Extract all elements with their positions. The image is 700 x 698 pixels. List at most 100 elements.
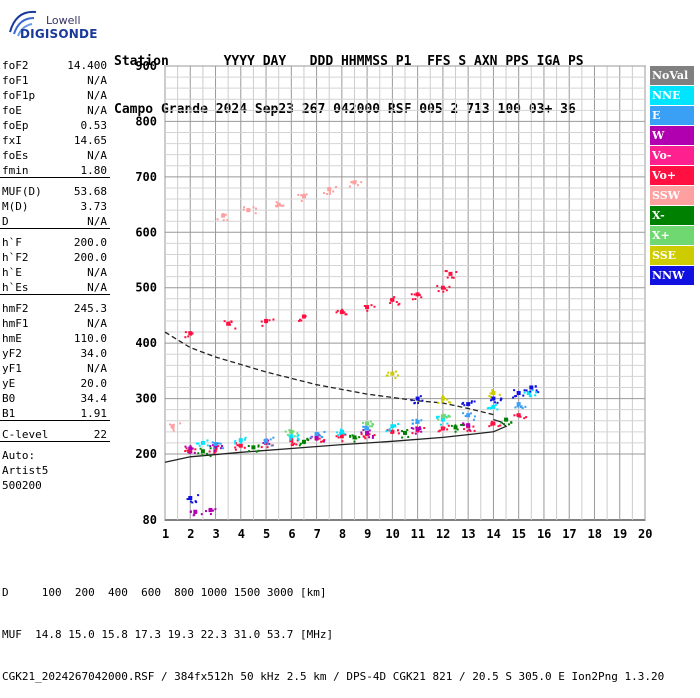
- autoscale-text: 500200: [2, 479, 42, 492]
- data-point: [395, 301, 398, 304]
- data-point: [386, 429, 389, 432]
- data-point: [363, 428, 366, 431]
- data-point: [217, 442, 220, 445]
- data-point: [463, 428, 466, 431]
- data-point: [186, 449, 189, 452]
- param-row: h`F2 200.0: [0, 250, 110, 265]
- param-value: 200.0: [73, 236, 107, 249]
- data-point: [529, 395, 532, 398]
- data-point: [340, 428, 343, 431]
- data-point: [296, 437, 299, 440]
- param-value: N/A: [87, 89, 107, 102]
- data-point: [369, 425, 372, 428]
- data-point: [242, 208, 245, 211]
- data-point: [197, 452, 200, 455]
- data-point: [490, 422, 493, 425]
- data-point: [415, 292, 420, 297]
- param-name: fmin: [2, 164, 29, 177]
- param-value: 22: [93, 428, 107, 441]
- data-point: [189, 445, 192, 448]
- data-point: [191, 332, 194, 335]
- param-value: N/A: [87, 281, 107, 294]
- data-point: [234, 446, 237, 449]
- data-point: [454, 430, 457, 433]
- data-point: [516, 413, 519, 416]
- data-point: [189, 511, 192, 514]
- data-point: [169, 423, 172, 426]
- param-value: N/A: [87, 104, 107, 117]
- data-point: [348, 185, 351, 188]
- data-point: [441, 400, 444, 403]
- data-point: [373, 305, 376, 308]
- data-point: [499, 399, 502, 402]
- data-point: [516, 405, 519, 408]
- data-point: [275, 204, 278, 207]
- data-point: [519, 406, 522, 409]
- data-point: [463, 404, 466, 407]
- profile-curve-dashed: [164, 331, 494, 416]
- data-point: [491, 421, 496, 426]
- data-point: [365, 421, 370, 426]
- data-point: [392, 429, 395, 432]
- data-point: [255, 207, 258, 210]
- data-point: [449, 401, 452, 404]
- footer-muf-row: MUF 14.8 15.0 15.8 17.3 19.3 22.3 31.0 5…: [2, 628, 334, 641]
- param-name: h`F: [2, 236, 22, 249]
- data-point: [444, 287, 447, 290]
- y-tick-label: 200: [135, 447, 157, 461]
- data-point: [332, 190, 335, 193]
- data-point: [496, 401, 499, 404]
- data-point: [187, 451, 190, 454]
- param-row: D N/A: [0, 214, 110, 229]
- param-row: h`Es N/A: [0, 280, 110, 295]
- data-point: [473, 415, 476, 418]
- data-point: [419, 428, 422, 431]
- data-point: [500, 421, 503, 424]
- data-point: [450, 276, 453, 279]
- data-point: [447, 414, 450, 417]
- data-point: [371, 436, 374, 439]
- legend-item-sse: SSE: [650, 246, 694, 265]
- data-point: [244, 436, 247, 439]
- data-point: [415, 421, 418, 424]
- data-point: [354, 180, 357, 183]
- data-point: [421, 399, 424, 402]
- data-point: [498, 393, 501, 396]
- data-point: [447, 415, 450, 418]
- data-point: [298, 319, 301, 322]
- parameter-panel: foF2 14.400 foF1 N/A foF1p N/A foE N/A foEp 0.53 f…: [0, 58, 110, 493]
- data-point: [226, 321, 231, 326]
- data-point: [279, 204, 282, 207]
- data-point: [222, 213, 225, 216]
- data-point: [370, 304, 373, 307]
- data-point: [389, 302, 392, 305]
- param-name: hmF1: [2, 317, 29, 330]
- data-point: [440, 423, 443, 426]
- data-point: [470, 401, 473, 404]
- data-point: [300, 199, 303, 202]
- data-point: [307, 439, 310, 442]
- data-point: [463, 423, 466, 426]
- param-value: N/A: [87, 74, 107, 87]
- data-point: [362, 428, 365, 431]
- data-point: [222, 447, 225, 450]
- data-point: [389, 298, 392, 301]
- data-point: [344, 433, 347, 436]
- data-point: [494, 403, 497, 406]
- data-point: [188, 496, 193, 500]
- data-point: [298, 444, 301, 447]
- data-point: [301, 314, 306, 319]
- data-point: [206, 444, 209, 447]
- data-point: [323, 430, 326, 433]
- data-point: [189, 500, 192, 503]
- data-point: [239, 440, 242, 443]
- data-point: [247, 445, 250, 448]
- data-point: [460, 423, 463, 426]
- data-point: [197, 494, 200, 497]
- data-point: [317, 432, 320, 435]
- data-point: [293, 442, 296, 445]
- data-point: [436, 284, 439, 287]
- legend-item-vo-: Vo+: [650, 166, 694, 185]
- x-tick-label: 7: [314, 527, 321, 541]
- param-name: foEs: [2, 149, 29, 162]
